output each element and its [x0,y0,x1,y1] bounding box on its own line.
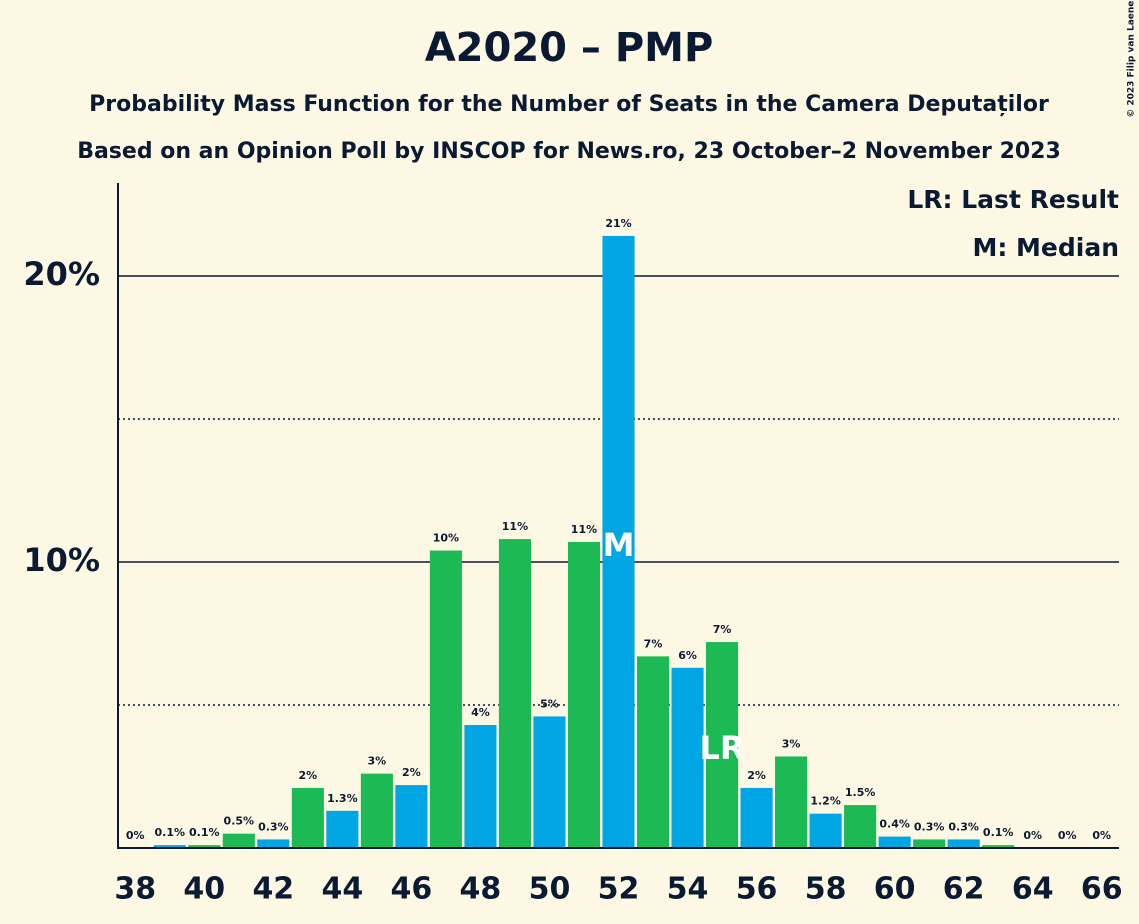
bar [671,667,704,848]
x-tick-label: 46 [391,872,433,907]
x-tick-label: 58 [805,872,847,907]
value-label: 7% [644,637,663,650]
x-tick-label: 52 [598,872,640,907]
value-label: 0.1% [189,826,220,839]
bar [844,805,877,848]
x-tick-label: 48 [460,872,502,907]
bar [602,235,635,849]
value-label: 0.3% [948,820,979,833]
value-label: 0% [1023,829,1042,842]
bar [464,725,497,848]
bar [809,813,842,848]
bar [257,839,290,848]
value-label: 0.3% [914,820,945,833]
value-label: 0% [126,829,145,842]
x-tick-label: 40 [183,872,225,907]
value-label: 1.5% [845,786,876,799]
bar [913,839,946,848]
x-tick-label: 38 [114,872,156,907]
value-label: 11% [571,523,597,536]
value-label: 10% [433,532,459,545]
value-label: 1.3% [327,792,358,805]
legend-entry: LR: Last Result [907,185,1119,214]
bar [395,785,428,848]
value-label: 4% [471,706,490,719]
value-label: 7% [713,623,732,636]
value-label: 21% [605,217,631,230]
value-label: 0.4% [879,818,910,831]
bar [429,550,462,848]
bar [498,539,531,848]
chart-title: A2020 – PMP [425,25,714,71]
x-tick-label: 66 [1081,872,1123,907]
bar [947,839,980,848]
value-label: 2% [402,766,421,779]
bar [326,810,359,848]
chart-subtitle: Based on an Opinion Poll by INSCOP for N… [77,139,1061,164]
value-label: 0% [1058,829,1077,842]
y-tick-label: 20% [23,255,100,293]
value-label: 0.1% [155,826,186,839]
x-tick-label: 42 [252,872,294,907]
value-label: 1.2% [810,795,841,808]
value-label: 0% [1092,829,1111,842]
x-tick-label: 50 [529,872,571,907]
bar [878,836,911,848]
bar [567,541,601,848]
copyright: © 2023 Filip van Laenen [1127,0,1137,118]
x-tick-label: 44 [321,872,363,907]
x-tick-label: 62 [943,872,985,907]
value-label: 2% [747,769,766,782]
legend-entry: M: Median [972,233,1119,262]
value-label: 11% [502,520,528,533]
bar [740,787,773,848]
bar [222,833,255,848]
y-tick-label: 10% [23,541,100,579]
bar [188,845,221,848]
value-label: 0.5% [224,815,255,828]
bar [982,845,1015,848]
bar-annotation: M [603,526,635,564]
bar [153,845,186,848]
value-label: 3% [782,737,801,750]
bar-annotation: LR [700,729,745,767]
bar [533,716,566,848]
value-label: 5% [540,697,559,710]
value-label: 6% [678,649,697,662]
x-tick-label: 60 [874,872,916,907]
value-label: 0.1% [983,826,1014,839]
value-label: 2% [299,769,318,782]
x-tick-label: 64 [1012,872,1054,907]
bar [291,787,324,848]
bar [775,756,808,848]
bar [636,656,670,848]
bar [360,773,393,848]
x-tick-label: 54 [667,872,709,907]
value-label: 3% [368,755,387,768]
chart-subtitle: Probability Mass Function for the Number… [89,92,1049,117]
value-label: 0.3% [258,820,289,833]
x-tick-label: 56 [736,872,778,907]
bar [706,642,739,848]
